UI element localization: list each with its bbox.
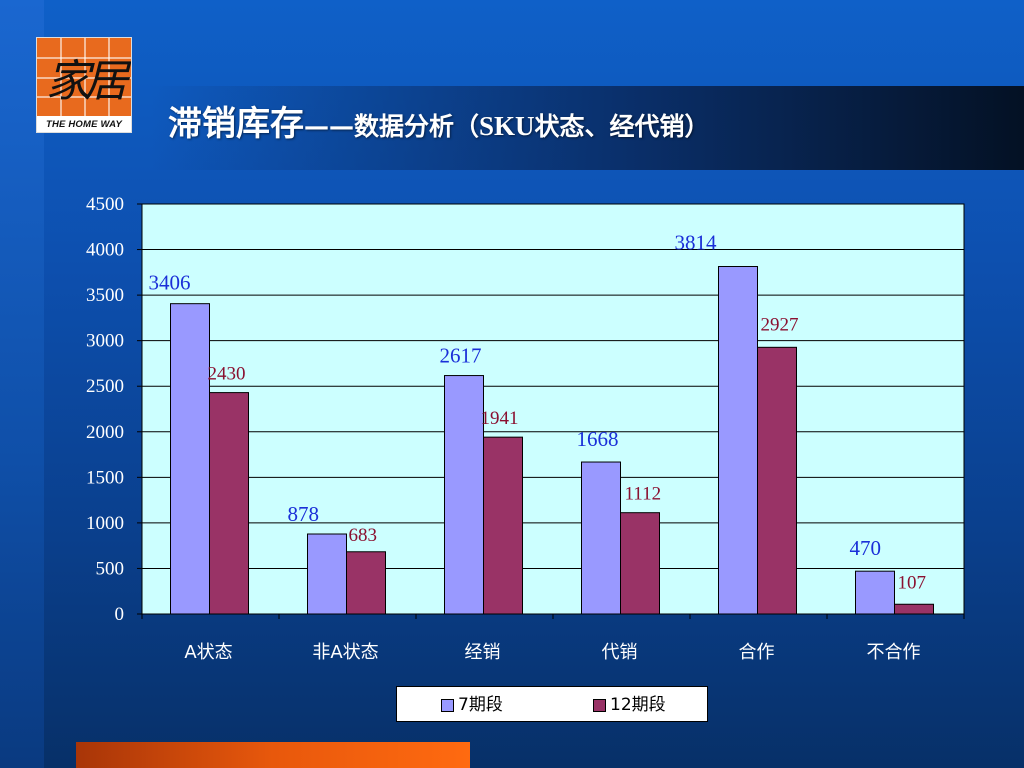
data-label-series-1: 1668 — [577, 427, 619, 451]
page-title: 滞销库存——数据分析（SKU状态、经代销） — [168, 92, 710, 156]
data-label-series-2: 683 — [349, 525, 378, 546]
bar-series-2 — [757, 346, 797, 615]
bar-series-2 — [346, 551, 386, 615]
bar-series-2 — [483, 436, 523, 615]
y-tick-label: 1500 — [86, 467, 124, 488]
company-logo: 家居 THE HOME WAY — [36, 37, 132, 133]
data-label-series-1: 470 — [850, 536, 882, 560]
data-label-series-2: 2430 — [208, 364, 246, 385]
bottom-accent-bar — [76, 742, 470, 768]
title-background-strip — [150, 86, 1024, 170]
legend-label-series-1: 7期段 — [458, 695, 503, 715]
logo-glyph: 家居 — [46, 56, 128, 107]
data-label-series-2: 1941 — [481, 408, 519, 429]
title-main: 滞销库存 — [168, 104, 304, 144]
chart-legend: 7期段 12期段 — [396, 686, 708, 722]
data-label-series-2: 107 — [898, 572, 927, 593]
title-sub-1: 数据分析（ — [354, 112, 480, 141]
bar-series-1 — [307, 533, 347, 615]
plot-area — [141, 203, 965, 615]
bar-series-1 — [718, 266, 758, 615]
legend-item-series-1: 7期段 — [441, 695, 503, 715]
y-tick-label: 0 — [115, 604, 125, 625]
data-label-series-2: 1112 — [625, 484, 662, 505]
data-label-series-1: 3406 — [149, 271, 191, 295]
logo-wordmark: THE HOME WAY — [45, 119, 123, 130]
y-tick-label: 500 — [96, 558, 125, 579]
data-label-series-1: 2617 — [440, 344, 482, 368]
bar-series-1 — [581, 461, 621, 615]
data-label-series-1: 878 — [288, 502, 320, 526]
bar-series-1 — [444, 375, 484, 615]
category-label: 非A状态 — [312, 642, 378, 663]
category-label: 合作 — [739, 642, 775, 663]
y-tick-label: 1000 — [86, 513, 124, 534]
logo-mark: 家居 — [37, 38, 131, 116]
legend-item-series-2: 12期段 — [593, 695, 666, 715]
y-tick-label: 2500 — [86, 376, 124, 397]
title-dash: —— — [304, 112, 354, 141]
y-tick-label: 4500 — [86, 194, 124, 215]
bar-series-2 — [209, 392, 249, 615]
bar-series-1 — [170, 303, 210, 615]
category-label: 经销 — [465, 642, 501, 663]
legend-swatch-series-2 — [593, 698, 606, 712]
y-tick-label: 3000 — [86, 331, 124, 352]
y-tick-label: 2000 — [86, 422, 124, 443]
data-label-series-2: 2927 — [761, 314, 799, 335]
bar-series-1 — [855, 570, 895, 615]
bar-series-2 — [894, 603, 934, 615]
category-label: 代销 — [602, 642, 638, 663]
category-label: 不合作 — [867, 642, 921, 663]
category-label: A状态 — [184, 642, 232, 663]
y-tick-label: 4000 — [86, 240, 124, 261]
title-sub-2: 状态、经代销） — [534, 112, 710, 141]
data-label-series-1: 3814 — [675, 231, 718, 255]
legend-label-series-2: 12期段 — [610, 695, 666, 715]
y-tick-label: 3500 — [86, 285, 124, 306]
legend-swatch-series-1 — [441, 698, 454, 712]
bar-series-2 — [620, 512, 660, 615]
title-latin: SKU — [479, 111, 535, 141]
